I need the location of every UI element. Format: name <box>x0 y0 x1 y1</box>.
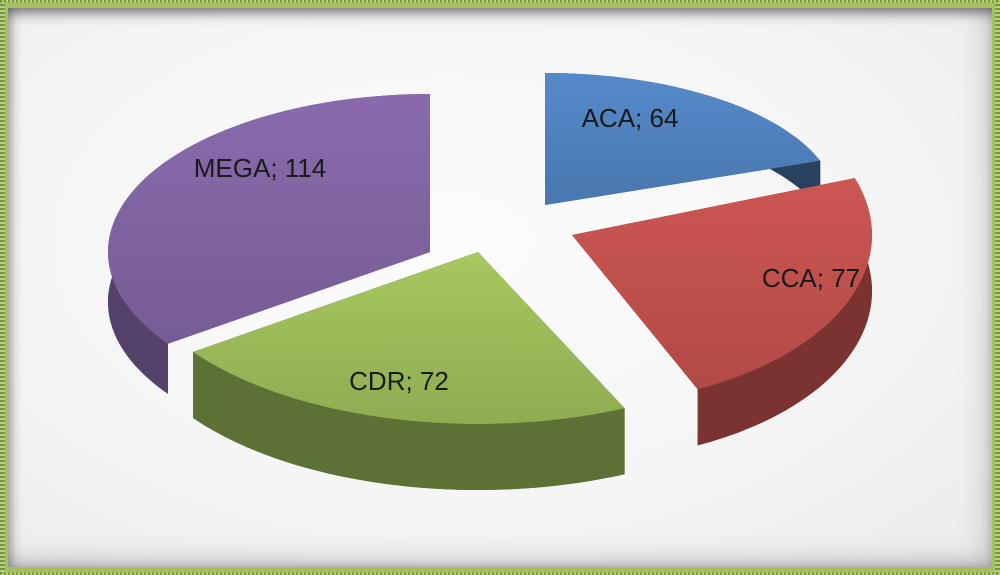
pie-slice-cdr-rim-wall <box>193 351 625 490</box>
pie-slice-cca-rim-wall <box>697 178 872 446</box>
pie-slice-aca[interactable] <box>545 73 821 205</box>
pie-slice-mega[interactable] <box>108 94 430 344</box>
pie-slice-cca[interactable] <box>572 178 872 390</box>
pie-slice-cdr[interactable] <box>193 252 625 424</box>
